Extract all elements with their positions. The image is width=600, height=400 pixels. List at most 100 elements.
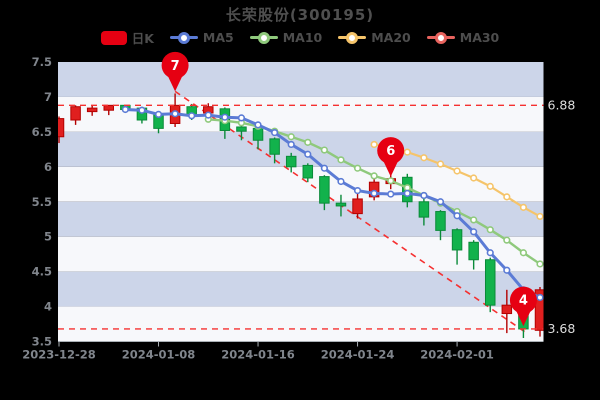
legend-item-ma20[interactable]: MA20 [338, 30, 411, 45]
price-label: 4.5 [32, 265, 52, 279]
band-stripe [58, 166, 544, 202]
legend-label: MA30 [459, 30, 500, 45]
candle-body [252, 127, 264, 141]
ma10-point [503, 236, 511, 244]
date-axis-labels: 2023-12-28 2024-01-08 2024-01-16 2024-01-24… [22, 341, 494, 362]
pin-count-label: 4 [519, 294, 528, 309]
ma5-line [121, 105, 544, 302]
ma10-point [353, 164, 362, 172]
ma20-point [370, 140, 378, 149]
ma5-point [503, 266, 511, 274]
candle-body [319, 176, 330, 204]
candle-body [269, 138, 280, 155]
price-axis-labels: 7.5 7 6.5 6 5.5 5 4.5 4 3.5 [32, 55, 52, 349]
ma5-point [254, 121, 262, 129]
pin-bubble [509, 286, 537, 314]
price-label: 4 [44, 300, 52, 314]
ma5-point [470, 228, 478, 236]
trendline-annotation [174, 90, 528, 334]
legend-item-ma10[interactable]: MA10 [249, 30, 323, 45]
ma20-point [453, 167, 461, 175]
ma5-point [154, 110, 163, 119]
ma10-line-marker-icon [249, 31, 278, 45]
ma20-point [420, 154, 428, 162]
candle-body [86, 107, 98, 113]
candle-body [451, 229, 463, 251]
legend-item-日k[interactable]: 日K [100, 28, 154, 47]
ma10-point [370, 172, 378, 180]
event-pin-7[interactable]: 7 [161, 51, 189, 92]
ma5-point [436, 198, 445, 206]
date-label: 2024-01-16 [221, 348, 295, 362]
candle-body [468, 241, 479, 261]
chart-title: 长荣股份(300195) [225, 6, 375, 24]
pin-count-label: 7 [171, 59, 180, 74]
ma10-point [287, 133, 295, 141]
ma5-point [370, 189, 378, 197]
ma10-point [403, 184, 411, 192]
ma10-point [337, 156, 345, 164]
candle-body [302, 164, 314, 179]
ma5-point [204, 111, 212, 119]
price-annotation-label: 6.88 [548, 97, 576, 112]
candle-body [484, 259, 496, 306]
daily-k-swatch-icon [100, 30, 127, 45]
date-label: 2024-02-01 [420, 348, 494, 362]
ma5-line-marker-icon [169, 31, 198, 45]
legend-item-ma5[interactable]: MA5 [169, 30, 234, 45]
price-label: 7 [44, 90, 52, 104]
legend-label: MA20 [371, 30, 411, 45]
legend-item-ma30[interactable]: MA30 [426, 30, 500, 45]
ma5-point [237, 114, 246, 122]
ma5-point [188, 112, 196, 120]
pin-bubble [161, 51, 189, 79]
candle-body [501, 304, 513, 315]
candle-body [418, 201, 430, 218]
ma5-point [171, 110, 179, 118]
price-label: 5 [44, 230, 52, 244]
ma20-point [403, 148, 411, 156]
ma10-point [387, 177, 395, 185]
date-label: 2023-12-28 [22, 348, 96, 362]
ma20-point [536, 212, 544, 221]
ma20-point [486, 182, 494, 190]
ma5-point [304, 150, 312, 158]
ma5-point [387, 190, 395, 198]
ma5-point [337, 177, 345, 186]
candle-body [236, 126, 247, 132]
price-label: 5.5 [32, 195, 52, 209]
candle-body [352, 198, 363, 215]
ma10-point [470, 216, 478, 224]
price-label: 6 [44, 160, 52, 174]
band-stripe [58, 306, 544, 342]
price-label: 6.5 [32, 125, 52, 139]
legend-label: MA5 [202, 30, 234, 45]
legend-label: 日K [131, 31, 154, 46]
pin-bubble [377, 137, 405, 165]
pin-count-label: 6 [386, 144, 395, 159]
ma20-point [436, 160, 445, 168]
candle-body [103, 104, 115, 111]
ma10-point [320, 146, 328, 154]
plot-background-bands [58, 62, 544, 342]
band-stripe [58, 271, 544, 307]
ma10-point [519, 249, 528, 257]
event-pin-6[interactable]: 6 [377, 137, 405, 177]
ma20-point [519, 203, 528, 211]
legend-label: MA10 [282, 30, 323, 45]
ma5-point [121, 105, 129, 114]
ma5-point [536, 293, 544, 302]
ma30-line-marker-icon [426, 31, 455, 45]
ma5-point [221, 113, 229, 121]
ma5-point [138, 106, 146, 114]
ma10-point [536, 260, 544, 268]
ma5-point [287, 140, 295, 149]
date-label: 2024-01-24 [321, 348, 395, 362]
chart-legend: 日K MA5 MA10 MA20 MA30 [0, 28, 600, 47]
band-stripe [58, 96, 544, 132]
event-pin-4[interactable]: 4 [509, 286, 537, 327]
ma5-point [420, 191, 428, 200]
candle-body [70, 106, 81, 121]
ma5-point [353, 186, 362, 195]
